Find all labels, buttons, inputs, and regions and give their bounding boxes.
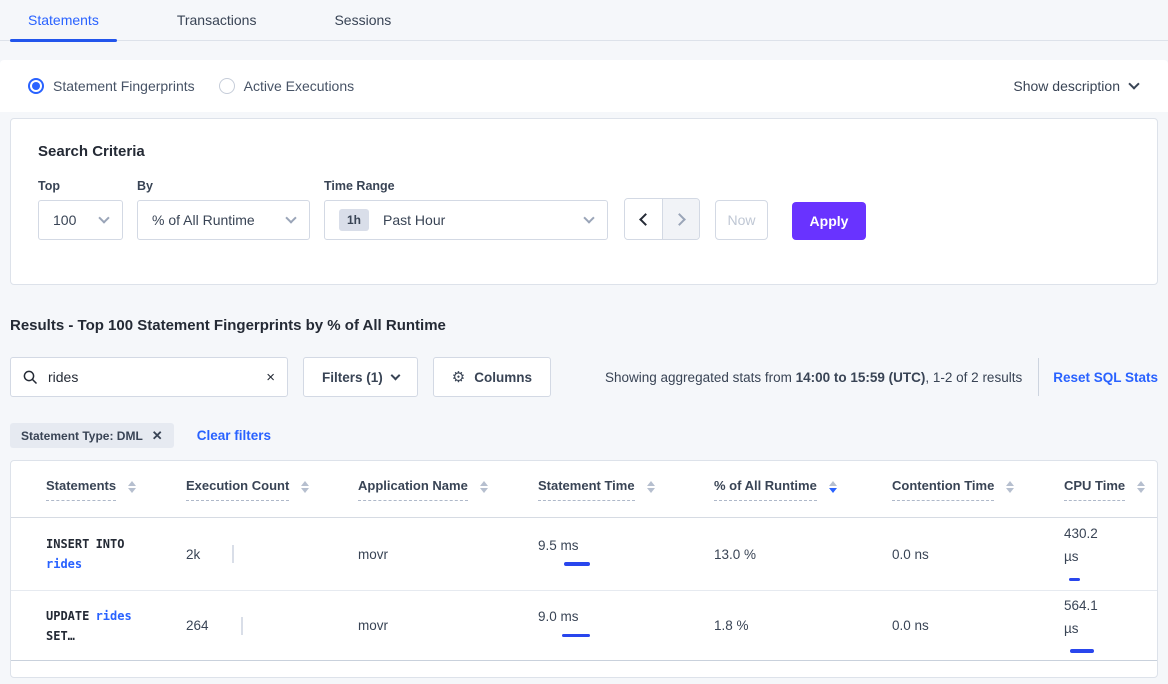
runtime-cell: 1.8 % [714,618,749,633]
statement-time-cell: 9.5 ms [538,538,714,571]
application-name-cell: movr [358,618,388,633]
results-controls: × Filters (1) ⚙ Columns Showing aggregat… [10,357,1158,397]
radio-unselected-icon [218,78,235,94]
runtime-cell: 13.0 % [714,546,757,562]
contention-time-cell: 0.0 ns [892,546,929,562]
radio-label: Active Executions [243,78,355,94]
statement-link[interactable]: rides [95,608,132,623]
chevron-left-icon [639,212,652,226]
chevron-down-icon [390,370,401,381]
cpu-time-bar [1064,572,1116,586]
apply-button[interactable]: Apply [792,202,866,240]
radio-statement-fingerprints[interactable]: Statement Fingerprints [28,78,195,94]
statement-link[interactable]: rides [46,557,83,571]
table-row: INSERT INTO rides 2k movr 9.5 ms 13.0 % … [11,518,1157,591]
statement-fingerprint: UPDATE rides SET… [46,608,132,643]
statement-time-cell: 9.0 ms [538,609,714,642]
search-criteria-title: Search Criteria [38,143,145,160]
col-header-cpu-time: CPU Time [1064,478,1157,501]
chevron-right-icon [672,212,686,226]
count-bar [240,616,243,635]
filters-label: Filters (1) [322,369,383,385]
time-next-button[interactable] [662,199,699,239]
chip-label: Statement Type: DML [21,428,143,443]
time-range-select[interactable]: 1h Past Hour [324,200,608,240]
time-prev-button[interactable] [625,199,662,239]
view-toggle-bar: Statement Fingerprints Active Executions… [0,60,1168,112]
show-description-label: Show description [1013,78,1120,94]
radio-selected-icon [28,78,44,94]
tab-transactions[interactable]: Transactions [176,12,257,28]
chevron-down-icon [1128,78,1140,90]
search-input[interactable] [48,369,257,385]
sql-activity-tabs: Statements Transactions Sessions [0,0,1168,42]
by-select[interactable]: % of All Runtime [137,200,310,240]
reset-sql-stats-link[interactable]: Reset SQL Stats [1053,369,1158,385]
chevron-down-icon [285,212,297,224]
execution-count-cell: 2k [186,545,358,563]
by-label: By [137,179,153,193]
tab-statements[interactable]: Statements [10,2,117,42]
statement-time-bar [538,628,714,642]
table-header-row: Statements Execution Count Application N… [11,461,1157,518]
cpu-time-cell: 430.2 µs [1064,522,1116,586]
top-select-value: 100 [53,212,77,228]
statement-fingerprint: INSERT INTO rides [46,537,125,571]
sort-icon[interactable] [479,480,488,493]
tab-sessions[interactable]: Sessions [334,12,392,28]
remove-chip-icon[interactable]: ✕ [151,427,163,443]
execution-count-cell: 264 [186,616,358,635]
statement-time-bar [538,557,714,571]
top-label: Top [38,179,60,193]
sort-icon[interactable] [128,480,137,493]
columns-button[interactable]: ⚙ Columns [432,357,551,397]
top-select[interactable]: 100 [38,200,123,240]
radio-label: Statement Fingerprints [53,78,195,94]
gear-icon: ⚙ [451,369,466,386]
stats-time-range: 14:00 to 15:59 (UTC) [795,369,926,385]
sort-icon[interactable] [1006,480,1015,493]
filters-button[interactable]: Filters (1) [303,357,418,397]
sort-icon[interactable] [301,480,310,493]
show-description-toggle[interactable]: Show description [1013,78,1140,94]
col-header-runtime: % of All Runtime [714,478,892,501]
by-select-value: % of All Runtime [152,212,255,228]
search-criteria-panel: Search Criteria Top 100 By % of All Runt… [10,118,1158,285]
count-bar [232,545,235,563]
statement-search-box: × [10,357,288,397]
cpu-time-cell: 564.1 µs [1064,594,1116,658]
application-name-cell: movr [358,546,388,562]
time-range-badge: 1h [339,209,370,231]
col-header-statement-time: Statement Time [538,478,714,501]
columns-label: Columns [474,369,532,385]
sort-icon[interactable] [1137,480,1146,493]
now-button[interactable]: Now [715,200,768,240]
statement-type-chip[interactable]: Statement Type: DML ✕ [10,423,174,448]
col-header-execution-count: Execution Count [186,478,358,501]
radio-active-executions[interactable]: Active Executions [218,78,355,94]
statements-table: Statements Execution Count Application N… [10,460,1158,678]
sort-icon[interactable] [646,480,655,493]
col-header-contention-time: Contention Time [892,478,1064,501]
filter-chips-row: Statement Type: DML ✕ Clear filters [10,423,1158,448]
col-header-statements: Statements [46,478,186,501]
time-nav-arrows [624,198,700,240]
chevron-down-icon [98,212,110,224]
chevron-down-icon [583,212,595,224]
table-row: UPDATE rides SET… 264 movr 9.0 ms 1.8 % … [11,591,1157,661]
clear-filters-link[interactable]: Clear filters [196,428,271,443]
results-heading: Results - Top 100 Statement Fingerprints… [10,317,446,334]
vertical-divider [1038,358,1040,396]
view-radio-group: Statement Fingerprints Active Executions [28,78,354,94]
time-range-label: Time Range [324,179,395,193]
search-icon [23,370,38,384]
cpu-time-bar [1064,644,1116,658]
stats-summary: Showing aggregated stats from 14:00 to 1… [605,369,1023,385]
time-range-value: Past Hour [383,212,446,228]
contention-time-cell: 0.0 ns [892,618,929,633]
col-header-application-name: Application Name [358,478,538,501]
sort-icon[interactable] [828,480,837,493]
clear-search-icon[interactable]: × [266,368,275,386]
